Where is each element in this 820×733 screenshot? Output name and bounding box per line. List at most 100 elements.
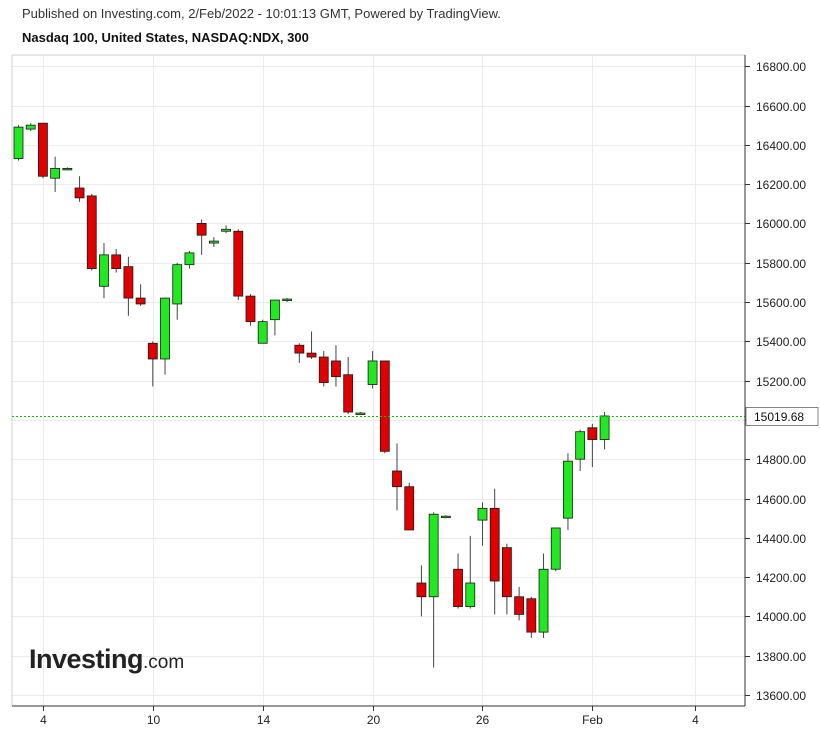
- candle-up: [208, 237, 219, 247]
- y-tick-label: 15600.00: [756, 296, 806, 310]
- candle-body: [245, 295, 256, 323]
- candle-up: [428, 512, 439, 668]
- x-tick-label: 4: [40, 713, 47, 727]
- y-axis: 13600.00 13800.00 14000.00 14200.00 14400.00…: [745, 60, 806, 703]
- candle-body: [13, 126, 24, 159]
- grid: [12, 55, 745, 706]
- candle-body: [367, 360, 378, 385]
- candle-body: [404, 486, 415, 531]
- candle-down: [526, 596, 537, 639]
- candle-up: [13, 125, 24, 161]
- investing-logo: Investing.com: [29, 644, 184, 675]
- y-tick-label: 14400.00: [756, 532, 806, 546]
- candle-up: [99, 243, 109, 299]
- y-tick-label: 14800.00: [756, 453, 806, 467]
- candle-body: [379, 360, 390, 452]
- chart-title: Nasdaq 100, United States, NASDAQ:NDX, 3…: [22, 30, 309, 45]
- candle-up: [221, 225, 231, 234]
- y-tick-label: 16400.00: [756, 139, 806, 153]
- candle-down: [331, 345, 341, 387]
- candle-body: [38, 122, 48, 177]
- candle-body: [514, 596, 525, 615]
- candle-up: [465, 535, 476, 609]
- candle-down: [86, 193, 97, 271]
- candle-up: [355, 412, 366, 415]
- x-tick-label: Feb: [582, 713, 603, 727]
- candle-up: [563, 453, 573, 530]
- candle-body: [294, 344, 305, 354]
- y-tick-label: 15800.00: [756, 257, 806, 271]
- candle-down: [587, 423, 598, 468]
- candle-body: [160, 297, 170, 360]
- candle-up: [440, 515, 451, 519]
- candle-down: [294, 343, 305, 363]
- candle-down: [38, 122, 48, 179]
- x-tick-label: 10: [147, 713, 161, 727]
- x-tick-label: 4: [692, 713, 699, 727]
- candle-down: [111, 248, 122, 273]
- candle-body: [172, 264, 183, 305]
- candle-body: [428, 513, 439, 598]
- candle-up: [538, 553, 549, 639]
- y-tick-label: 14600.00: [756, 493, 806, 507]
- candle-down: [245, 294, 256, 326]
- candle-up: [270, 299, 280, 336]
- candle-body: [355, 412, 366, 415]
- candle-down: [306, 331, 317, 359]
- candle-body: [184, 252, 195, 266]
- candle-body: [306, 352, 317, 358]
- x-tick-label: 26: [476, 713, 490, 727]
- candle-down: [343, 357, 354, 415]
- y-tick-label: 16800.00: [756, 60, 806, 74]
- candle-down: [123, 256, 134, 316]
- candle-down: [416, 565, 427, 617]
- candle-up: [599, 412, 610, 450]
- candle-down: [379, 360, 390, 454]
- candle-down: [514, 586, 525, 621]
- candle-body: [99, 254, 109, 287]
- candle-up: [160, 297, 170, 375]
- candle-body: [538, 568, 549, 633]
- candle-body: [331, 360, 341, 378]
- candle-body: [440, 515, 451, 519]
- candle-body: [50, 167, 61, 179]
- candle-body: [343, 374, 354, 413]
- candle-body: [123, 266, 134, 299]
- candle-up: [184, 250, 195, 269]
- candle-up: [257, 319, 268, 344]
- y-tick-label: 13600.00: [756, 689, 806, 703]
- candle-down: [404, 482, 415, 531]
- y-tick-label: 16000.00: [756, 217, 806, 231]
- candle-body: [86, 195, 97, 269]
- candle-down: [74, 176, 85, 202]
- candle-body: [587, 427, 598, 440]
- candle-body: [221, 228, 231, 232]
- candle-down: [135, 284, 146, 306]
- candle-down: [318, 351, 329, 387]
- last-price-label: 15019.68: [745, 407, 819, 426]
- candle-body: [318, 356, 329, 383]
- candle-body: [62, 167, 73, 171]
- candle-body: [550, 527, 561, 570]
- candle-body: [453, 568, 463, 607]
- candle-down: [196, 219, 207, 255]
- candle-up: [282, 298, 293, 302]
- y-tick-label: 14000.00: [756, 610, 806, 624]
- candle-down: [489, 488, 500, 615]
- y-tick-label: 13800.00: [756, 650, 806, 664]
- candle-down: [233, 229, 244, 301]
- y-tick-label: 15400.00: [756, 335, 806, 349]
- candle-up: [477, 502, 488, 546]
- candle-body: [270, 299, 280, 321]
- candle-body: [392, 470, 402, 488]
- y-tick-label: 14200.00: [756, 571, 806, 585]
- candle-body: [599, 415, 610, 440]
- candle-down: [392, 443, 402, 511]
- last-price-text: 15019.68: [754, 410, 804, 424]
- x-tick-label: 14: [257, 713, 271, 727]
- candle-body: [563, 460, 573, 519]
- candle-body: [489, 507, 500, 582]
- candle-down: [501, 543, 512, 615]
- candle-body: [416, 582, 427, 598]
